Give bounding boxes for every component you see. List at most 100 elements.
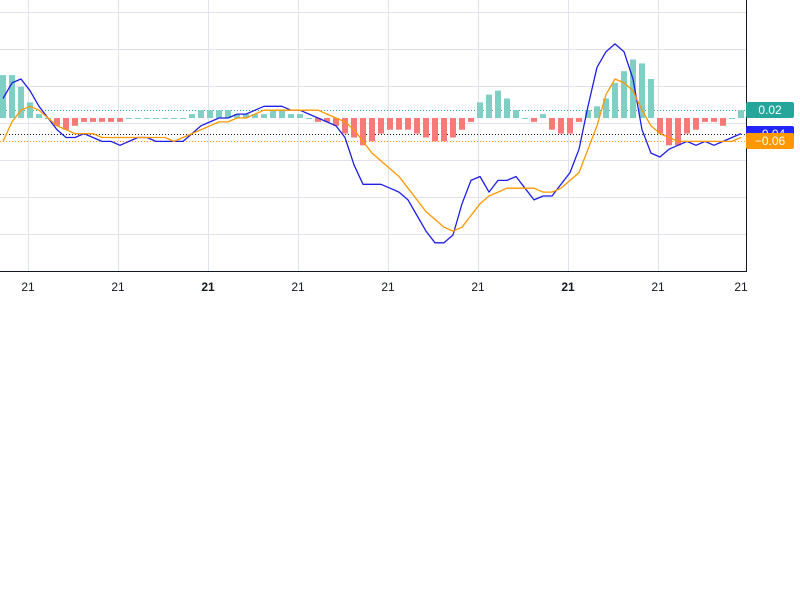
histogram-bar	[585, 110, 591, 118]
histogram-bar	[387, 118, 393, 130]
histogram-bar	[117, 118, 123, 122]
histogram-series	[0, 59, 744, 146]
histogram-bar	[279, 110, 285, 118]
x-tick-label: 21	[651, 280, 665, 294]
histogram-bar	[18, 86, 24, 118]
histogram-bar	[720, 118, 726, 126]
histogram-bar	[648, 79, 654, 118]
histogram-bar	[0, 75, 6, 118]
histogram-bar	[414, 118, 420, 134]
histogram-bar	[144, 118, 150, 119]
histogram-bar	[306, 118, 312, 119]
price-label: 0.02	[746, 102, 794, 118]
histogram-bar	[27, 102, 33, 118]
x-tick-label: 21	[471, 280, 485, 294]
histogram-bar	[468, 118, 474, 122]
histogram-bar	[72, 118, 78, 126]
histogram-bar	[81, 118, 87, 122]
histogram-bar	[54, 118, 60, 126]
x-tick-label: 21	[21, 280, 35, 294]
histogram-bar	[594, 106, 600, 118]
histogram-bar	[657, 118, 663, 134]
histogram-bar	[135, 118, 141, 119]
histogram-bar	[729, 118, 735, 119]
histogram-bar	[63, 118, 69, 130]
histogram-bar	[99, 118, 105, 122]
histogram-bar	[288, 114, 294, 118]
histogram-bar	[450, 118, 456, 138]
histogram-bar	[243, 114, 249, 118]
price-label-text: −0.06	[755, 134, 786, 148]
x-tick-label: 21	[201, 280, 215, 294]
histogram-bar	[207, 110, 213, 118]
histogram-bar	[90, 118, 96, 122]
macd-line	[2, 43, 742, 244]
price-label-background	[746, 133, 794, 149]
time-axis: 21 21 21 21 21 21 21 21 21	[21, 280, 748, 294]
histogram-bar	[423, 118, 429, 138]
histogram-bar	[405, 118, 411, 130]
histogram-bar	[432, 118, 438, 142]
histogram-bar	[333, 118, 339, 126]
histogram-bar	[108, 118, 114, 122]
histogram-bar	[270, 110, 276, 118]
histogram-bar	[576, 118, 582, 122]
histogram-bar	[369, 118, 375, 142]
histogram-bar	[513, 110, 519, 118]
price-label: −0.06	[746, 133, 794, 149]
histogram-bar	[36, 114, 42, 118]
histogram-bar	[549, 118, 555, 130]
histogram-bar	[621, 71, 627, 118]
histogram-bar	[351, 118, 357, 138]
histogram-bar	[540, 114, 546, 118]
histogram-bar	[531, 118, 537, 122]
histogram-bar	[738, 110, 744, 118]
histogram-bar	[198, 110, 204, 118]
histogram-bar	[216, 110, 222, 118]
histogram-bar	[378, 118, 384, 134]
price-label-text: 0.02	[758, 103, 782, 117]
histogram-bar	[630, 59, 636, 118]
histogram-bar	[180, 118, 186, 119]
histogram-bar	[486, 94, 492, 118]
histogram-bar	[360, 118, 366, 146]
histogram-bar	[711, 118, 717, 122]
histogram-bar	[171, 118, 177, 119]
histogram-bar	[459, 118, 465, 130]
histogram-bar	[441, 118, 447, 142]
histogram-bar	[162, 118, 168, 119]
histogram-bar	[666, 118, 672, 146]
histogram-bar	[297, 114, 303, 118]
histogram-bar	[639, 63, 645, 118]
x-tick-label: 21	[381, 280, 395, 294]
histogram-bar	[234, 114, 240, 118]
histogram-bar	[261, 114, 267, 118]
histogram-bar	[522, 118, 528, 119]
histogram-bar	[189, 114, 195, 118]
histogram-bar	[612, 82, 618, 118]
histogram-bar	[684, 118, 690, 134]
histogram-bar	[315, 118, 321, 122]
x-tick-label: 21	[291, 280, 305, 294]
histogram-bar	[702, 118, 708, 122]
histogram-bar	[252, 114, 258, 118]
line-series	[2, 43, 742, 244]
histogram-bar	[153, 118, 159, 119]
x-tick-label: 21	[561, 280, 575, 294]
histogram-bar	[126, 118, 132, 119]
histogram-bar	[675, 118, 681, 146]
histogram-bar	[558, 118, 564, 134]
x-tick-label: 21	[734, 280, 748, 294]
price-labels: 0.02−0.04−0.06	[746, 102, 794, 149]
price-label-background	[746, 102, 794, 118]
histogram-bar	[225, 110, 231, 118]
x-tick-label: 21	[111, 280, 125, 294]
signal-line	[2, 78, 742, 232]
histogram-bar	[396, 118, 402, 130]
histogram-bar	[504, 98, 510, 118]
histogram-bar	[693, 118, 699, 130]
histogram-bar	[9, 75, 15, 118]
histogram-bar	[324, 118, 330, 122]
